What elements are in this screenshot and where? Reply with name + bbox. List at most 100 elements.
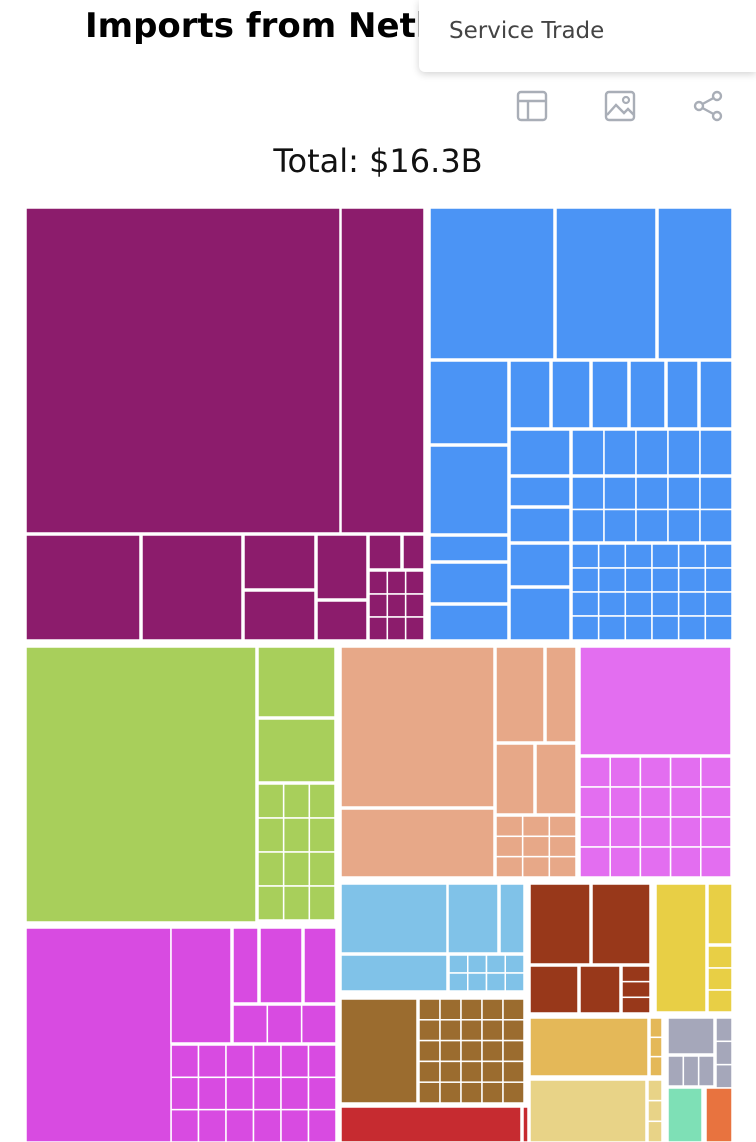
treemap-tile[interactable] (257, 646, 336, 718)
treemap-tile-minor[interactable] (303, 927, 337, 1004)
treemap-tile-minor[interactable] (647, 1079, 663, 1102)
treemap-tile-minor[interactable] (170, 1044, 200, 1079)
treemap-tile-minor[interactable] (460, 1039, 483, 1063)
treemap-tile-minor[interactable] (439, 1019, 462, 1042)
treemap-tile[interactable] (509, 429, 571, 476)
treemap-tile-minor[interactable] (521, 835, 551, 858)
treemap-tile-minor[interactable] (368, 616, 389, 641)
treemap-tile-minor[interactable] (495, 815, 524, 838)
treemap-tile-minor[interactable] (666, 360, 699, 429)
treemap-tile-minor[interactable] (609, 786, 642, 818)
treemap-tile-minor[interactable] (418, 1081, 441, 1104)
treemap-tile-minor[interactable] (667, 476, 701, 511)
treemap-tile[interactable] (447, 883, 499, 954)
treemap-tile-minor[interactable] (571, 615, 600, 641)
treemap-tile-minor[interactable] (257, 783, 285, 819)
treemap-tile-minor[interactable] (621, 980, 651, 999)
treemap-tile-minor[interactable] (603, 508, 637, 543)
treemap-tile-minor[interactable] (603, 429, 637, 476)
treemap-tile-minor[interactable] (591, 360, 629, 429)
treemap-tile-minor[interactable] (307, 1076, 337, 1111)
treemap-tile-minor[interactable] (579, 846, 611, 878)
treemap-tile[interactable] (243, 534, 316, 590)
treemap-tile-minor[interactable] (485, 972, 506, 992)
treemap-tile-minor[interactable] (307, 1108, 337, 1142)
treemap-tile[interactable] (655, 883, 707, 1013)
treemap-tile-minor[interactable] (535, 743, 577, 815)
treemap-tile-minor[interactable] (481, 998, 504, 1021)
treemap-tile-minor[interactable] (669, 816, 702, 848)
treemap-tile-minor[interactable] (308, 851, 336, 887)
treemap-tile-minor[interactable] (460, 998, 483, 1021)
treemap-tile-minor[interactable] (529, 965, 579, 1014)
treemap-tile-minor[interactable] (429, 562, 509, 604)
treemap-tile-minor[interactable] (635, 476, 669, 511)
treemap-tile-minor[interactable] (571, 567, 600, 593)
treemap-tile-minor[interactable] (667, 429, 701, 476)
treemap-tile-minor[interactable] (439, 1060, 462, 1083)
treemap-tile-minor[interactable] (197, 1076, 227, 1111)
treemap-tile-minor[interactable] (707, 883, 733, 945)
treemap-tile-minor[interactable] (667, 508, 701, 543)
treemap-tile[interactable] (555, 207, 657, 360)
treemap-tile-minor[interactable] (316, 600, 368, 641)
image-icon[interactable] (604, 90, 636, 122)
treemap-tile-minor[interactable] (677, 543, 707, 569)
treemap-tile-minor[interactable] (266, 1004, 303, 1044)
treemap-tile-minor[interactable] (649, 1036, 663, 1058)
treemap-tile-minor[interactable] (597, 543, 627, 569)
treemap-tile-minor[interactable] (368, 570, 389, 595)
treemap-tile-minor[interactable] (624, 543, 653, 569)
treemap-tile-minor[interactable] (571, 429, 605, 476)
treemap-tile-minor[interactable] (667, 1017, 715, 1055)
treemap-tile-minor[interactable] (677, 615, 707, 641)
treemap-tile-minor[interactable] (635, 508, 669, 543)
treemap-tile-minor[interactable] (300, 1004, 337, 1044)
treemap-tile-minor[interactable] (502, 1081, 525, 1104)
treemap-tile-minor[interactable] (700, 816, 732, 848)
treemap-tile-minor[interactable] (170, 1108, 200, 1142)
treemap-tile-minor[interactable] (418, 1039, 441, 1063)
treemap-tile-minor[interactable] (715, 1017, 733, 1043)
treemap-tile[interactable] (699, 360, 733, 429)
treemap-tile-minor[interactable] (232, 927, 259, 1004)
treemap-tile[interactable] (529, 883, 591, 965)
treemap-tile-minor[interactable] (548, 815, 577, 838)
treemap-tile-minor[interactable] (707, 989, 733, 1013)
treemap-tile-minor[interactable] (651, 567, 680, 593)
treemap-tile[interactable] (316, 534, 368, 600)
treemap-tile-minor[interactable] (509, 587, 571, 641)
treemap-tile-minor[interactable] (699, 429, 733, 476)
treemap-tile-minor[interactable] (509, 476, 571, 507)
treemap-tile[interactable] (429, 535, 509, 562)
treemap-tile-minor[interactable] (386, 570, 407, 595)
treemap-tile-minor[interactable] (697, 1055, 715, 1087)
treemap-tile-minor[interactable] (495, 743, 535, 815)
treemap-tile-minor[interactable] (504, 972, 525, 992)
treemap-tile-minor[interactable] (639, 846, 672, 878)
treemap-tile-minor[interactable] (257, 885, 285, 921)
treemap-tile-minor[interactable] (418, 1019, 441, 1042)
treemap-tile[interactable] (509, 507, 571, 543)
treemap-tile-minor[interactable] (232, 1004, 269, 1044)
treemap-tile[interactable] (340, 883, 448, 954)
treemap-tile-minor[interactable] (481, 1019, 504, 1042)
treemap-tile-minor[interactable] (252, 1108, 282, 1142)
treemap-tile-minor[interactable] (682, 1055, 700, 1087)
treemap-tile[interactable] (429, 445, 509, 535)
treemap-tile-minor[interactable] (579, 756, 611, 788)
treemap-tile[interactable] (509, 543, 571, 587)
treemap-tile-minor[interactable] (667, 1087, 703, 1142)
treemap-tile-minor[interactable] (495, 855, 524, 878)
treemap-tile-minor[interactable] (225, 1108, 255, 1142)
treemap-tile-minor[interactable] (522, 1106, 529, 1142)
treemap-tile[interactable] (579, 646, 732, 756)
treemap-tile-minor[interactable] (448, 954, 469, 974)
treemap-tile-minor[interactable] (307, 1044, 337, 1079)
treemap-tile-minor[interactable] (700, 756, 732, 788)
trade-type-dropdown[interactable]: Service Trade (419, 0, 756, 72)
treemap-tile-minor[interactable] (677, 591, 707, 617)
treemap-tile-minor[interactable] (597, 567, 627, 593)
treemap-tile-minor[interactable] (609, 816, 642, 848)
treemap-tile-minor[interactable] (571, 543, 600, 569)
